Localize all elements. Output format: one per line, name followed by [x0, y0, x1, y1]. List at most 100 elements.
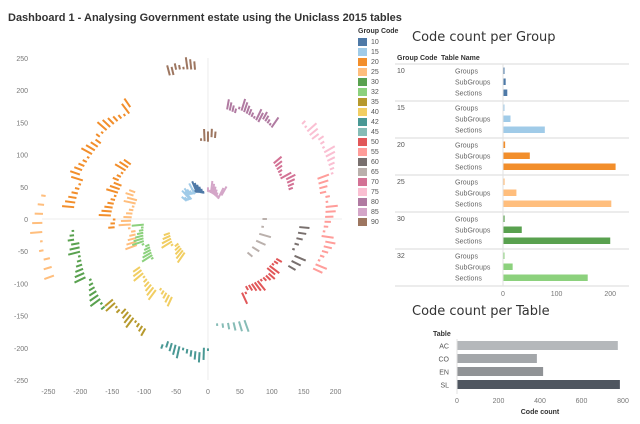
data-point-group-50[interactable]	[244, 291, 248, 295]
data-point-group-40[interactable]	[133, 272, 144, 282]
code-count-per-table-chart[interactable]: Table AC CO EN SL 0 200 400 600 800 Code count	[395, 326, 635, 421]
data-point-group-75[interactable]	[329, 166, 335, 171]
bar-group-20-subgroups[interactable]	[503, 152, 530, 160]
data-point-group-70[interactable]	[276, 164, 283, 171]
data-point-group-20[interactable]	[123, 98, 132, 108]
data-point-group-42[interactable]	[160, 344, 164, 349]
data-point-group-25[interactable]	[30, 230, 43, 234]
data-point-group-30[interactable]	[99, 301, 103, 306]
data-point-group-50[interactable]	[266, 267, 276, 276]
data-point-group-20[interactable]	[62, 205, 75, 209]
data-point-group-15[interactable]	[183, 196, 189, 202]
data-point-group-60[interactable]	[297, 231, 307, 235]
data-point-group-25[interactable]	[125, 192, 134, 197]
data-point-group-80[interactable]	[248, 108, 253, 116]
data-point-group-65[interactable]	[258, 232, 272, 239]
data-point-group-30[interactable]	[88, 282, 94, 287]
data-point-group-75[interactable]	[317, 135, 325, 141]
data-point-group-75[interactable]	[328, 161, 335, 167]
data-point-group-20[interactable]	[82, 159, 88, 163]
data-point-group-20[interactable]	[110, 198, 116, 201]
data-point-group-20[interactable]	[123, 158, 132, 166]
data-point-group-32[interactable]	[143, 246, 151, 251]
data-point-group-32[interactable]	[131, 240, 145, 247]
data-point-group-80[interactable]	[231, 105, 235, 112]
data-point-group-20[interactable]	[108, 226, 115, 229]
data-point-group-90[interactable]	[203, 128, 206, 142]
legend-item-35[interactable]: 35	[358, 97, 400, 107]
data-point-group-55[interactable]	[321, 234, 334, 239]
data-point-group-40[interactable]	[176, 251, 186, 264]
data-point-group-40[interactable]	[161, 237, 172, 245]
data-point-group-40[interactable]	[144, 284, 152, 292]
data-point-group-80[interactable]	[266, 118, 271, 124]
data-point-group-90[interactable]	[170, 66, 175, 76]
data-point-group-25[interactable]	[43, 274, 55, 281]
data-point-group-50[interactable]	[267, 272, 276, 280]
bar-group-30-subgroups[interactable]	[503, 226, 522, 234]
data-point-group-55[interactable]	[319, 185, 328, 190]
data-point-group-25[interactable]	[38, 249, 44, 253]
bar-group-15-groups[interactable]	[503, 104, 505, 112]
data-point-group-30[interactable]	[69, 246, 80, 251]
data-point-group-85[interactable]	[212, 186, 217, 196]
data-point-group-75[interactable]	[326, 156, 336, 162]
data-point-group-20[interactable]	[90, 141, 99, 148]
data-point-group-45[interactable]	[243, 319, 250, 333]
data-point-group-20[interactable]	[116, 174, 122, 178]
data-point-group-20[interactable]	[112, 115, 119, 122]
data-point-group-75[interactable]	[323, 145, 336, 154]
group-code-legend[interactable]: Group Code 10 15 20 25 30 32 35 40 42 45 50 55 60 65 7…	[358, 28, 400, 227]
data-point-group-60[interactable]	[294, 254, 307, 262]
data-point-group-30[interactable]	[89, 298, 101, 307]
data-point-group-20[interactable]	[73, 166, 83, 172]
data-point-group-40[interactable]	[174, 247, 182, 256]
data-point-group-70[interactable]	[288, 186, 294, 191]
data-point-group-32[interactable]	[135, 234, 144, 239]
data-point-group-25[interactable]	[125, 244, 138, 251]
data-point-group-20[interactable]	[71, 191, 79, 195]
data-point-group-20[interactable]	[70, 175, 84, 182]
data-point-group-42[interactable]	[165, 341, 170, 348]
data-point-group-40[interactable]	[147, 289, 157, 301]
data-point-group-65[interactable]	[246, 251, 254, 258]
data-point-group-35[interactable]	[104, 298, 114, 307]
data-point-group-90[interactable]	[189, 59, 193, 70]
data-point-group-60[interactable]	[299, 226, 310, 229]
data-point-group-50[interactable]	[271, 262, 275, 266]
data-point-group-55[interactable]	[325, 195, 331, 198]
data-point-group-55[interactable]	[323, 245, 333, 250]
data-point-group-80[interactable]	[257, 112, 264, 123]
data-point-group-80[interactable]	[264, 115, 270, 122]
data-point-group-40[interactable]	[163, 232, 171, 237]
bar-group-32-groups[interactable]	[503, 252, 505, 260]
data-point-group-25[interactable]	[129, 233, 136, 237]
data-point-group-20[interactable]	[80, 147, 93, 156]
bar-group-25-sections[interactable]	[503, 200, 612, 208]
data-point-group-35[interactable]	[120, 308, 127, 315]
data-point-group-35[interactable]	[135, 322, 141, 328]
data-point-group-55[interactable]	[325, 210, 336, 213]
data-point-group-85[interactable]	[211, 183, 216, 195]
data-point-group-60[interactable]	[294, 242, 300, 246]
legend-item-32[interactable]: 32	[358, 87, 400, 97]
data-point-group-25[interactable]	[43, 265, 52, 271]
data-point-group-35[interactable]	[140, 327, 147, 337]
data-point-group-70[interactable]	[274, 160, 283, 168]
data-point-group-40[interactable]	[162, 234, 171, 241]
data-point-group-45[interactable]	[227, 322, 231, 330]
bar-group-25-groups[interactable]	[503, 178, 505, 186]
legend-item-80[interactable]: 80	[358, 197, 400, 207]
data-point-group-40[interactable]	[162, 292, 168, 299]
data-point-group-65[interactable]	[255, 239, 266, 246]
data-point-group-35[interactable]	[125, 317, 135, 329]
data-point-group-40[interactable]	[164, 294, 170, 303]
data-point-group-70[interactable]	[278, 173, 283, 177]
data-point-group-20[interactable]	[113, 194, 117, 198]
data-point-group-20[interactable]	[64, 200, 76, 204]
legend-item-30[interactable]: 30	[358, 77, 400, 87]
data-point-group-55[interactable]	[317, 173, 330, 180]
bar-table-en[interactable]	[457, 367, 544, 376]
data-point-group-80[interactable]	[240, 98, 247, 111]
data-point-group-75[interactable]	[311, 133, 320, 140]
